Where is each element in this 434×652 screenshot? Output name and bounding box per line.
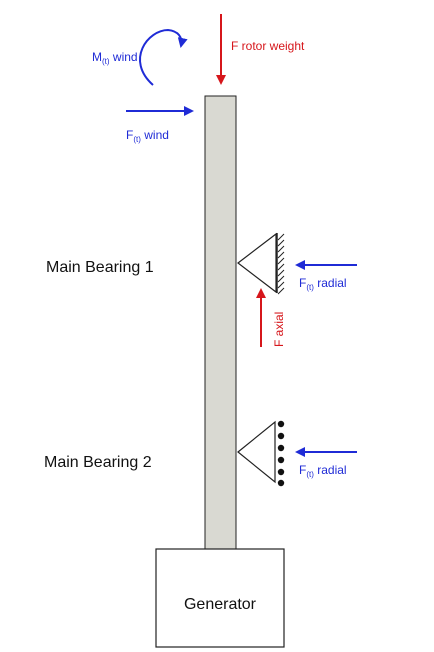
force-wind-label: F(t) wind xyxy=(126,128,169,144)
main-bearing-2-label: Main Bearing 2 xyxy=(44,454,152,471)
roller-support-icon xyxy=(237,420,285,487)
generator-box xyxy=(155,548,285,648)
generator-label: Generator xyxy=(184,596,257,613)
radial-2-subscript: (t) xyxy=(306,470,314,479)
radial-1-symbol: F xyxy=(299,276,306,290)
force-wind-subscript: (t) xyxy=(133,135,141,144)
radial-force-1-label: F(t) radial xyxy=(299,276,347,292)
main-bearing-1-label: Main Bearing 1 xyxy=(46,259,154,276)
moment-wind-icon xyxy=(139,28,188,86)
moment-wind-text: wind xyxy=(112,50,138,64)
fixed-support-hatched-icon xyxy=(237,232,285,295)
moment-wind-symbol: M xyxy=(92,50,102,64)
moment-wind-subscript: (t) xyxy=(102,57,110,66)
force-wind-text: wind xyxy=(143,128,169,142)
radial-2-text: radial xyxy=(317,463,346,477)
radial-1-text: radial xyxy=(317,276,346,290)
radial-1-subscript: (t) xyxy=(306,283,314,292)
shaft xyxy=(204,95,237,552)
rotor-weight-label: F rotor weight xyxy=(231,39,305,53)
axial-force-label: F axial xyxy=(272,312,286,347)
radial-2-symbol: F xyxy=(299,463,306,477)
moment-wind-label: M(t) wind xyxy=(92,50,138,66)
radial-force-2-label: F(t) radial xyxy=(299,463,347,479)
force-wind-symbol: F xyxy=(126,128,133,142)
